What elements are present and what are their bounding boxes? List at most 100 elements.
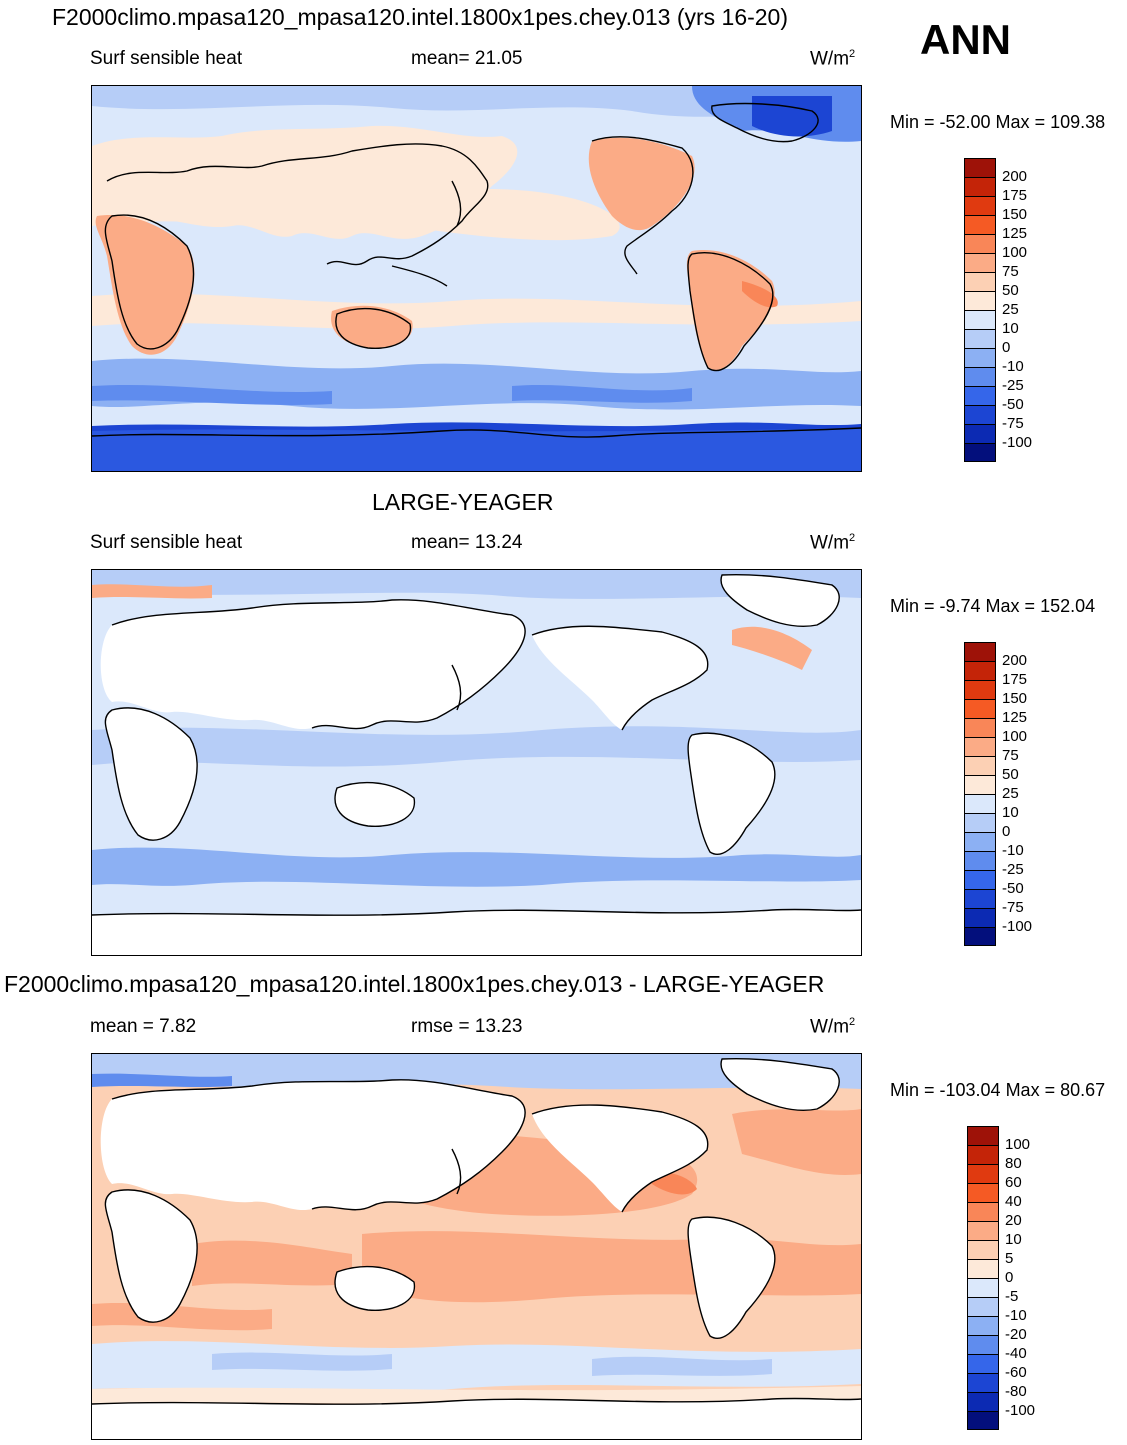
- panel2-minmax-label: Min = -9.74 Max = 152.04: [890, 596, 1096, 616]
- colorbar-tick-label: 10: [1002, 320, 1019, 337]
- colorbar-segment: [964, 310, 996, 329]
- colorbar-segment: [967, 1145, 999, 1164]
- panel1-map: [91, 85, 862, 472]
- panel1-units-label: W/m2: [810, 48, 856, 70]
- colorbar-tick-label: -10: [1002, 358, 1024, 375]
- colorbar-segment: [964, 642, 996, 661]
- colorbar-segment: [967, 1126, 999, 1145]
- panel1-minmax-label: Min = -52.00 Max = 109.38: [890, 112, 1106, 132]
- panel3-title: F2000climo.mpasa120_mpasa120.intel.1800x…: [4, 971, 825, 997]
- colorbar-segment: [964, 158, 996, 177]
- colorbar-tick-label: 10: [1002, 804, 1019, 821]
- colorbar-segment: [964, 832, 996, 851]
- colorbar-tick-label: -5: [1005, 1288, 1019, 1305]
- colorbar-segment: [964, 424, 996, 443]
- colorbar-segment: [967, 1278, 999, 1297]
- colorbar-segment: [967, 1316, 999, 1335]
- colorbar-tick-label: -100: [1002, 918, 1033, 935]
- colorbar-tick-label: 0: [1005, 1269, 1014, 1286]
- colorbar-tick-label: -75: [1002, 415, 1024, 432]
- panel2-colorbar: 200 175 150 125 100 75 50 25 10 0 -10 -25 -50 -75 -100: [964, 642, 1064, 948]
- colorbar-segment: [964, 443, 996, 462]
- panel3-colorbar: 100 80 60 40 20 10 5 0 -5 -10 -20 -40 -60 -80 -100: [967, 1126, 1067, 1432]
- colorbar-segment: [967, 1240, 999, 1259]
- colorbar-tick-label: 200: [1002, 652, 1028, 669]
- colorbar-segment: [964, 680, 996, 699]
- colorbar-tick-label: 5: [1005, 1250, 1014, 1267]
- colorbar-tick-label: -80: [1005, 1383, 1027, 1400]
- panel3-rmse-label: rmse = 13.23: [411, 1016, 523, 1037]
- colorbar-tick-label: 20: [1005, 1212, 1022, 1229]
- colorbar-tick-label: -100: [1002, 434, 1033, 451]
- colorbar-segment: [967, 1297, 999, 1316]
- colorbar-tick-label: -60: [1005, 1364, 1027, 1381]
- colorbar-tick-label: 100: [1002, 244, 1028, 261]
- colorbar-segment: [964, 870, 996, 889]
- colorbar-tick-label: -100: [1005, 1402, 1036, 1419]
- colorbar-segment: [964, 794, 996, 813]
- panel2-variable-label: Surf sensible heat: [90, 532, 243, 553]
- colorbar-tick-label: -25: [1002, 377, 1024, 394]
- colorbar-tick-label: 25: [1002, 785, 1019, 802]
- colorbar-tick-label: -50: [1002, 396, 1024, 413]
- panel1-title: F2000climo.mpasa120_mpasa120.intel.1800x…: [52, 4, 789, 30]
- colorbar-tick-label: -20: [1005, 1326, 1027, 1343]
- colorbar-segment: [964, 215, 996, 234]
- panel1-colorbar: 200 175 150 125 100 75 50 25 10 0 -10 -25 -50 -75 -100: [964, 158, 1064, 464]
- colorbar-tick-label: 25: [1002, 301, 1019, 318]
- colorbar-segment: [967, 1259, 999, 1278]
- panel3-map: [91, 1053, 862, 1440]
- colorbar-tick-label: 75: [1002, 263, 1019, 280]
- colorbar-segment: [967, 1164, 999, 1183]
- colorbar-segment: [964, 348, 996, 367]
- colorbar-tick-label: 50: [1002, 282, 1019, 299]
- colorbar-segment: [964, 756, 996, 775]
- colorbar-segment: [964, 291, 996, 310]
- colorbar-segment: [967, 1202, 999, 1221]
- colorbar-tick-label: 175: [1002, 671, 1028, 688]
- colorbar-tick-label: 100: [1005, 1136, 1031, 1153]
- colorbar-tick-label: 0: [1002, 339, 1011, 356]
- colorbar-segment: [964, 272, 996, 291]
- colorbar-segment: [964, 661, 996, 680]
- colorbar-segment: [964, 718, 996, 737]
- panel3-mean-label: mean = 7.82: [90, 1016, 197, 1037]
- colorbar-segment: [964, 367, 996, 386]
- colorbar-segment: [967, 1354, 999, 1373]
- panel1-variable-label: Surf sensible heat: [90, 48, 243, 69]
- colorbar-segment: [964, 329, 996, 348]
- colorbar-tick-label: 150: [1002, 690, 1028, 707]
- colorbar-tick-label: 125: [1002, 225, 1028, 242]
- colorbar-segment: [964, 775, 996, 794]
- colorbar-tick-label: -10: [1005, 1307, 1027, 1324]
- panel3-units-label: W/m2: [810, 1016, 856, 1038]
- colorbar-segment: [964, 737, 996, 756]
- season-label: ANN: [920, 16, 1011, 63]
- colorbar-tick-label: -50: [1002, 880, 1024, 897]
- colorbar-tick-label: 10: [1005, 1231, 1022, 1248]
- colorbar-segment: [967, 1335, 999, 1354]
- panel2-units-label: W/m2: [810, 532, 856, 554]
- panel2-mean-label: mean= 13.24: [411, 532, 523, 553]
- colorbar-segment: [964, 851, 996, 870]
- colorbar-tick-label: 60: [1005, 1174, 1022, 1191]
- colorbar-segment: [967, 1411, 999, 1430]
- colorbar-segment: [967, 1221, 999, 1240]
- colorbar-tick-label: 125: [1002, 709, 1028, 726]
- colorbar-segment: [964, 253, 996, 272]
- colorbar-segment: [967, 1183, 999, 1202]
- colorbar-tick-label: -75: [1002, 899, 1024, 916]
- panel1-mean-label: mean= 21.05: [411, 48, 523, 69]
- colorbar-tick-label: 200: [1002, 168, 1028, 185]
- colorbar-segment: [964, 196, 996, 215]
- colorbar-tick-label: 50: [1002, 766, 1019, 783]
- colorbar-tick-label: -25: [1002, 861, 1024, 878]
- colorbar-tick-label: 75: [1002, 747, 1019, 764]
- colorbar-segment: [964, 234, 996, 253]
- colorbar-tick-label: 0: [1002, 823, 1011, 840]
- colorbar-segment: [964, 813, 996, 832]
- colorbar-tick-label: 175: [1002, 187, 1028, 204]
- colorbar-tick-label: -10: [1002, 842, 1024, 859]
- colorbar-tick-label: 40: [1005, 1193, 1022, 1210]
- colorbar-tick-label: 80: [1005, 1155, 1022, 1172]
